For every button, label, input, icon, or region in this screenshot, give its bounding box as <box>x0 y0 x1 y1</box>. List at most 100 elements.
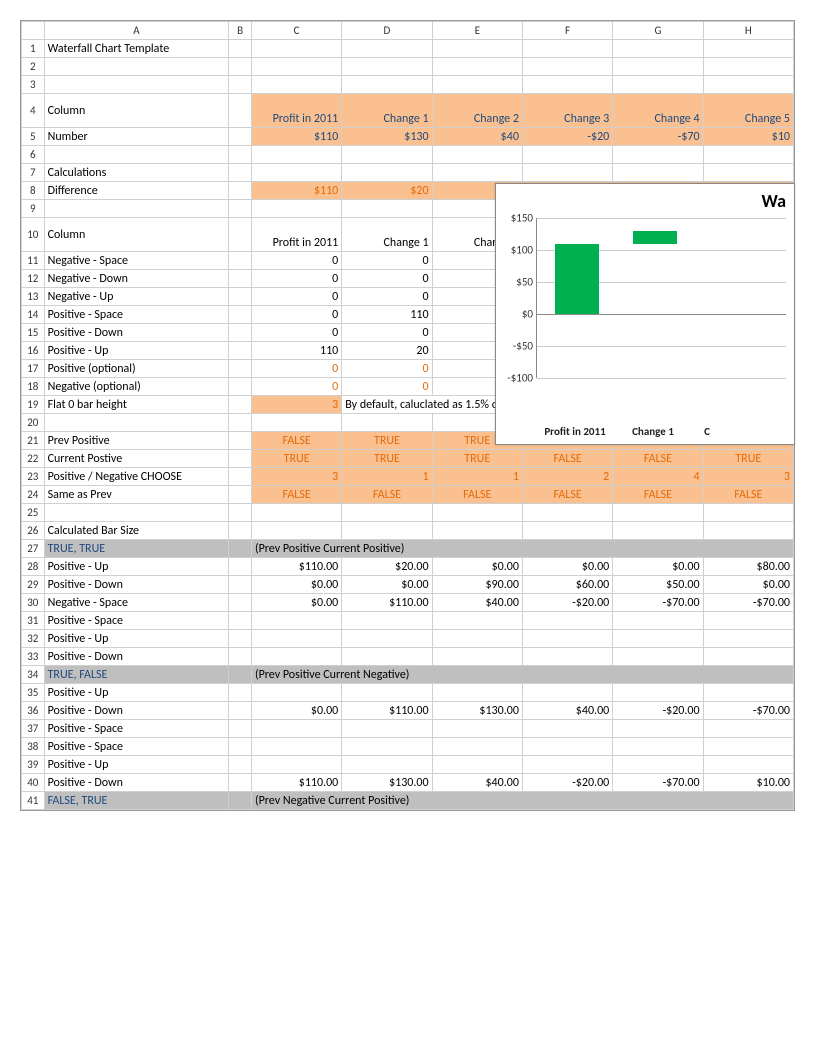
cell-F39[interactable] <box>522 756 612 774</box>
cell-B8[interactable] <box>229 182 252 200</box>
cell-C23[interactable]: 3 <box>251 468 341 486</box>
row-41[interactable]: 41FALSE, TRUE(Prev Negative Current Posi… <box>22 792 794 810</box>
cell-B7[interactable] <box>229 164 252 182</box>
cell-A36[interactable]: Positive - Down <box>44 702 229 720</box>
cell-G33[interactable] <box>613 648 703 666</box>
row-header-20[interactable]: 20 <box>22 414 45 432</box>
cell-B14[interactable] <box>229 306 252 324</box>
cell-C7[interactable] <box>251 164 341 182</box>
row-7[interactable]: 7Calculations <box>22 164 794 182</box>
cell-B4[interactable] <box>229 94 252 128</box>
cell-H2[interactable] <box>703 58 793 76</box>
cell-F31[interactable] <box>522 612 612 630</box>
cell-D5[interactable]: $130 <box>342 128 432 146</box>
cell-D35[interactable] <box>342 684 432 702</box>
cell-A30[interactable]: Negative - Space <box>44 594 229 612</box>
row-26[interactable]: 26Calculated Bar Size <box>22 522 794 540</box>
cell-H32[interactable] <box>703 630 793 648</box>
cell-G31[interactable] <box>613 612 703 630</box>
cell-E1[interactable] <box>432 40 522 58</box>
row-header-29[interactable]: 29 <box>22 576 45 594</box>
row-header-15[interactable]: 15 <box>22 324 45 342</box>
cell-B9[interactable] <box>229 200 252 218</box>
cell-E24[interactable]: FALSE <box>432 486 522 504</box>
cell-A40[interactable]: Positive - Down <box>44 774 229 792</box>
cell-C31[interactable] <box>251 612 341 630</box>
cell-F3[interactable] <box>522 76 612 94</box>
cell-D32[interactable] <box>342 630 432 648</box>
row-header-18[interactable]: 18 <box>22 378 45 396</box>
cell-F37[interactable] <box>522 720 612 738</box>
cell-C1[interactable] <box>251 40 341 58</box>
row-header-38[interactable]: 38 <box>22 738 45 756</box>
cell-D22[interactable]: TRUE <box>342 450 432 468</box>
row-34[interactable]: 34TRUE, FALSE(Prev Positive Current Nega… <box>22 666 794 684</box>
row-header-3[interactable]: 3 <box>22 76 45 94</box>
cell-A26[interactable]: Calculated Bar Size <box>44 522 229 540</box>
cell-A29[interactable]: Positive - Down <box>44 576 229 594</box>
cell-B23[interactable] <box>229 468 252 486</box>
cell-C29[interactable]: $0.00 <box>251 576 341 594</box>
cell-C4[interactable]: Profit in 2011 <box>251 94 341 128</box>
cell-C3[interactable] <box>251 76 341 94</box>
cell-A21[interactable]: Prev Positive <box>44 432 229 450</box>
cell-D18[interactable]: 0 <box>342 378 432 396</box>
cell-A39[interactable]: Positive - Up <box>44 756 229 774</box>
cell-A9[interactable] <box>44 200 229 218</box>
cell-E31[interactable] <box>432 612 522 630</box>
row-header-27[interactable]: 27 <box>22 540 45 558</box>
row-header-25[interactable]: 25 <box>22 504 45 522</box>
cell-B20[interactable] <box>229 414 252 432</box>
cell-H39[interactable] <box>703 756 793 774</box>
cell-D11[interactable]: 0 <box>342 252 432 270</box>
column-header-D[interactable]: D <box>342 22 432 40</box>
cell-A5[interactable]: Number <box>44 128 229 146</box>
cell-C26[interactable] <box>251 522 341 540</box>
cell-D29[interactable]: $0.00 <box>342 576 432 594</box>
cell-B40[interactable] <box>229 774 252 792</box>
cell-B35[interactable] <box>229 684 252 702</box>
cell-A24[interactable]: Same as Prev <box>44 486 229 504</box>
row-header-9[interactable]: 9 <box>22 200 45 218</box>
cell-H3[interactable] <box>703 76 793 94</box>
cell-G7[interactable] <box>613 164 703 182</box>
cell-C14[interactable]: 0 <box>251 306 341 324</box>
cell-E40[interactable]: $40.00 <box>432 774 522 792</box>
row-header-28[interactable]: 28 <box>22 558 45 576</box>
cell-D2[interactable] <box>342 58 432 76</box>
cell-F25[interactable] <box>522 504 612 522</box>
cell-D39[interactable] <box>342 756 432 774</box>
cell-D36[interactable]: $110.00 <box>342 702 432 720</box>
cell-C2[interactable] <box>251 58 341 76</box>
cell-D23[interactable]: 1 <box>342 468 432 486</box>
column-header-A[interactable]: A <box>44 22 229 40</box>
row-39[interactable]: 39Positive - Up <box>22 756 794 774</box>
row-header-10[interactable]: 10 <box>22 218 45 252</box>
cell-A2[interactable] <box>44 58 229 76</box>
cell-E23[interactable]: 1 <box>432 468 522 486</box>
cell-B13[interactable] <box>229 288 252 306</box>
row-header-22[interactable]: 22 <box>22 450 45 468</box>
cell-C22[interactable]: TRUE <box>251 450 341 468</box>
row-header-6[interactable]: 6 <box>22 146 45 164</box>
cell-B29[interactable] <box>229 576 252 594</box>
cell-H6[interactable] <box>703 146 793 164</box>
cell-G24[interactable]: FALSE <box>613 486 703 504</box>
cell-D26[interactable] <box>342 522 432 540</box>
cell-H31[interactable] <box>703 612 793 630</box>
column-header-C[interactable]: C <box>251 22 341 40</box>
row-5[interactable]: 5Number$110$130$40-$20-$70$10 <box>22 128 794 146</box>
cell-E25[interactable] <box>432 504 522 522</box>
cell-B21[interactable] <box>229 432 252 450</box>
cell-D10[interactable]: Change 1 <box>342 218 432 252</box>
cell-G22[interactable]: FALSE <box>613 450 703 468</box>
row-header-41[interactable]: 41 <box>22 792 45 810</box>
cell-C40[interactable]: $110.00 <box>251 774 341 792</box>
cell-B24[interactable] <box>229 486 252 504</box>
cell-E36[interactable]: $130.00 <box>432 702 522 720</box>
cell-G37[interactable] <box>613 720 703 738</box>
cell-C6[interactable] <box>251 146 341 164</box>
cell-F7[interactable] <box>522 164 612 182</box>
row-header-33[interactable]: 33 <box>22 648 45 666</box>
cell-F4[interactable]: Change 3 <box>522 94 612 128</box>
